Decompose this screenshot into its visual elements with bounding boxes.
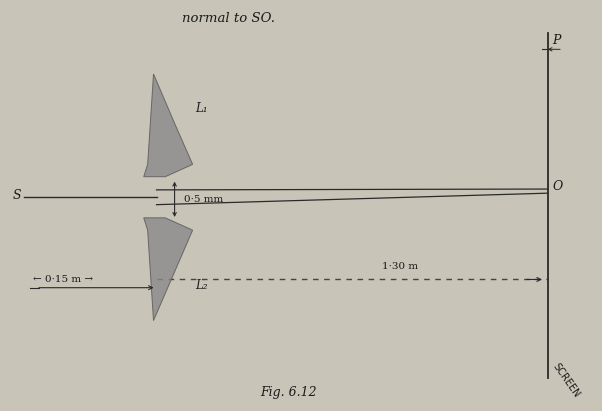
Text: S: S	[13, 189, 21, 202]
Text: normal to SO.: normal to SO.	[182, 12, 275, 25]
Text: L₂: L₂	[196, 279, 208, 292]
Text: P: P	[553, 34, 561, 47]
Text: 0·5 mm: 0·5 mm	[184, 195, 223, 204]
Text: L₁: L₁	[196, 102, 208, 115]
Text: SCREEN: SCREEN	[551, 362, 582, 399]
Text: ← 0·15 m →: ← 0·15 m →	[33, 275, 93, 284]
Polygon shape	[144, 218, 193, 321]
Text: O: O	[553, 180, 563, 194]
Text: 1·30 m: 1·30 m	[382, 262, 418, 271]
Text: Fig. 6.12: Fig. 6.12	[261, 386, 317, 399]
Polygon shape	[144, 74, 193, 177]
